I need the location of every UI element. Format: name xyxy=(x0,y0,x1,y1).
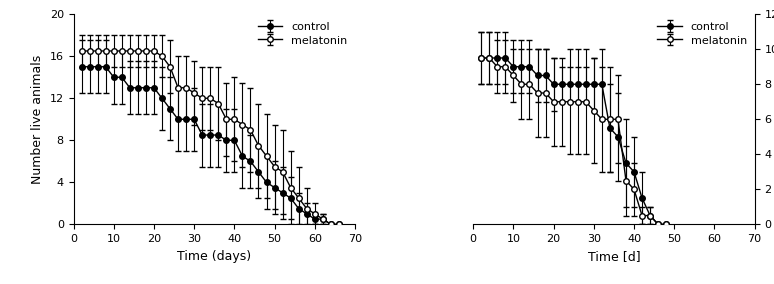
Legend: control, melatonin: control, melatonin xyxy=(255,20,349,48)
Y-axis label: Number live animals: Number live animals xyxy=(31,55,44,184)
X-axis label: Time (days): Time (days) xyxy=(177,250,252,263)
X-axis label: Time [d]: Time [d] xyxy=(587,250,640,263)
Legend: control, melatonin: control, melatonin xyxy=(655,20,749,48)
